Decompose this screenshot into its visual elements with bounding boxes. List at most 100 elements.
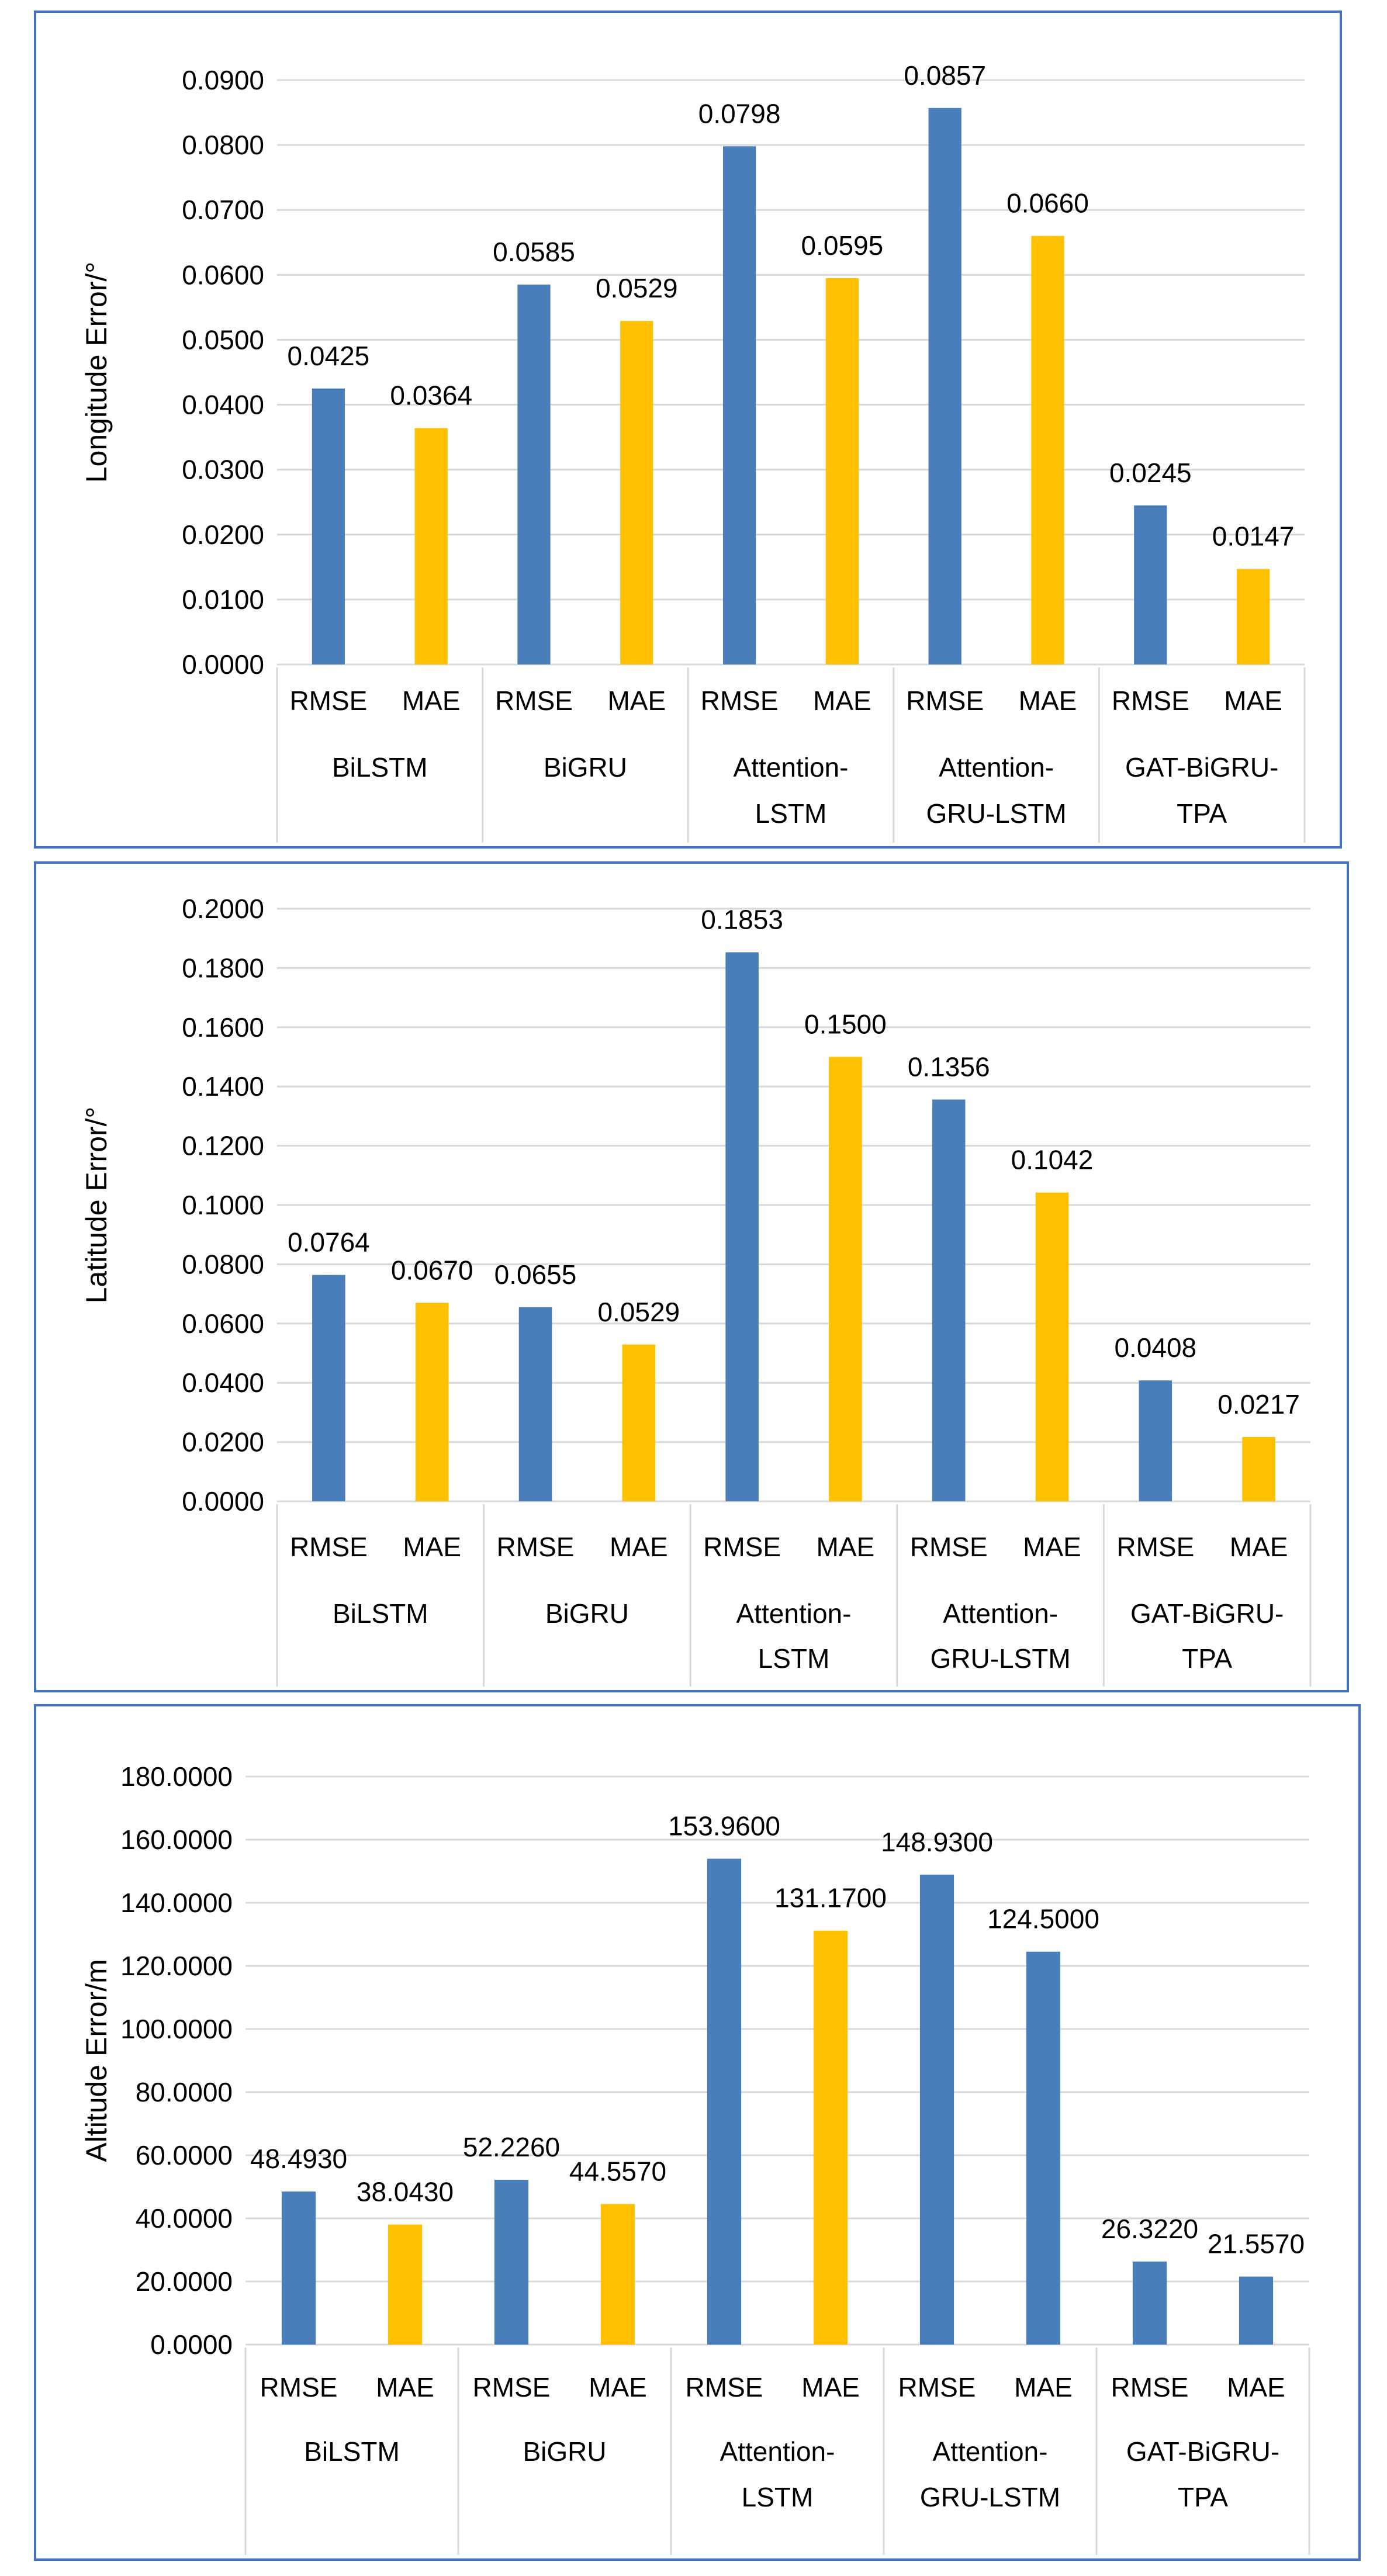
x-tick-metric-label: RMSE <box>473 2372 551 2402</box>
x-tick-metric-label: RMSE <box>260 2372 338 2402</box>
bar-attention-lstm-mae <box>813 1930 848 2345</box>
bar-gat-bigru-tpa-rmse <box>1139 1380 1172 1501</box>
data-label: 153.9600 <box>668 1811 780 1841</box>
x-tick-metric-label: MAE <box>403 1532 461 1562</box>
bar-gat-bigru-tpa-mae <box>1236 569 1270 664</box>
bar-attention-gru-lstm-mae <box>1026 1951 1061 2345</box>
bar-bilstm-mae <box>388 2224 423 2345</box>
x-tick-metric-label: MAE <box>1019 685 1077 716</box>
bar-gat-bigru-tpa-mae <box>1242 1436 1275 1501</box>
y-tick-label: 180.0000 <box>120 1761 233 1792</box>
data-label: 0.0585 <box>493 237 575 267</box>
x-tick-metric-label: RMSE <box>686 2372 763 2402</box>
x-group-label: Attention- <box>736 1598 852 1629</box>
bar-bilstm-mae <box>414 428 448 664</box>
x-group-label: BiGRU <box>523 2436 606 2467</box>
x-group-label: LSTM <box>755 798 827 829</box>
data-label: 0.0857 <box>904 60 986 91</box>
bar-attention-lstm-rmse <box>725 952 759 1501</box>
data-label: 44.5570 <box>569 2156 666 2186</box>
x-tick-metric-label: RMSE <box>1111 2372 1189 2402</box>
x-group-label: GAT-BiGRU- <box>1130 1598 1284 1629</box>
x-group-label: TPA <box>1178 2482 1228 2512</box>
latitude-error-chart: 0.0000 0.0200 0.0400 0.0600 0.0800 0.1000 0.12… <box>80 894 1312 1687</box>
y-tick-label: 0.0600 <box>182 259 264 290</box>
x-group-label: Attention- <box>943 1598 1058 1629</box>
y-tick-label: 0.0400 <box>182 390 264 420</box>
x-tick-metric-label: MAE <box>1230 1532 1288 1562</box>
data-label: 0.0670 <box>391 1255 473 1285</box>
y-tick-label: 0.2000 <box>182 894 264 924</box>
data-label: 0.0425 <box>288 341 370 371</box>
y-tick-label: 0.0500 <box>182 324 264 355</box>
x-group-label: Attention- <box>933 2436 1048 2467</box>
x-tick-metric-label: RMSE <box>497 1532 575 1562</box>
bar-gat-bigru-tpa-rmse <box>1132 2261 1167 2345</box>
bar-gat-bigru-tpa-rmse <box>1134 505 1167 664</box>
y-tick-label: 0.0700 <box>182 195 264 225</box>
y-tick-label: 0.0100 <box>182 584 264 615</box>
bar-attention-gru-lstm-rmse <box>919 1874 954 2345</box>
bar-attention-lstm-mae <box>825 278 859 664</box>
x-tick-metric-label: MAE <box>1023 1532 1081 1562</box>
bar-attention-lstm-mae <box>829 1057 862 1501</box>
y-tick-label: 0.0200 <box>182 520 264 550</box>
x-tick-metric-label: MAE <box>1014 2372 1073 2402</box>
y-tick-label: 0.0900 <box>182 65 264 95</box>
x-tick-metric-label: MAE <box>376 2372 434 2402</box>
x-tick-metric-label: MAE <box>610 1532 668 1562</box>
x-tick-metric-label: RMSE <box>1116 1532 1194 1562</box>
x-group-label: Attention- <box>734 752 849 783</box>
data-label: 0.1356 <box>908 1052 990 1082</box>
y-tick-label: 100.0000 <box>120 2014 233 2044</box>
x-group-label: GRU-LSTM <box>926 798 1066 829</box>
data-label: 0.0655 <box>494 1259 577 1290</box>
y-tick-label: 0.0800 <box>182 1249 264 1279</box>
x-tick-metric-label: MAE <box>801 2372 860 2402</box>
y-tick-label: 0.0000 <box>182 1486 264 1516</box>
y-tick-label: 140.0000 <box>120 1888 233 1918</box>
bar-gat-bigru-tpa-mae <box>1239 2276 1274 2345</box>
bar-bigru-rmse <box>518 1307 552 1501</box>
data-label: 0.0147 <box>1212 521 1295 552</box>
data-label: 0.0595 <box>801 230 884 261</box>
x-tick-metric-label: RMSE <box>290 1532 368 1562</box>
x-tick-metric-label: MAE <box>589 2372 647 2402</box>
x-group-label: BiLSTM <box>304 2436 400 2467</box>
x-tick-metric-label: RMSE <box>495 685 573 716</box>
altitude-error-chart: 0.0000 20.0000 40.0000 60.0000 80.0000 100.00… <box>80 1761 1310 2555</box>
bar-bilstm-rmse <box>312 1275 345 1501</box>
data-label: 0.0408 <box>1114 1332 1196 1363</box>
bar-attention-gru-lstm-mae <box>1035 1192 1069 1501</box>
y-axis-title: Longitude Error/° <box>80 262 113 483</box>
data-label: 0.0364 <box>390 380 472 411</box>
x-group-label: GAT-BiGRU- <box>1126 2436 1279 2467</box>
data-label: 0.0245 <box>1109 458 1192 488</box>
y-tick-label: 0.0000 <box>150 2329 233 2360</box>
data-label: 0.0217 <box>1217 1389 1300 1419</box>
bar-attention-gru-lstm-rmse <box>928 108 961 664</box>
y-tick-label: 0.0200 <box>182 1427 264 1457</box>
bar-bigru-mae <box>620 321 653 664</box>
x-tick-metric-label: RMSE <box>1112 685 1189 716</box>
data-label: 26.3220 <box>1101 2214 1198 2244</box>
longitude-error-chart-panel: 0.0000 0.0100 0.0200 0.0300 0.0400 0.0500 0.06… <box>34 11 1342 849</box>
y-tick-label: 0.0300 <box>182 455 264 485</box>
x-group-label: TPA <box>1177 798 1227 829</box>
y-tick-label: 80.0000 <box>136 2077 233 2107</box>
data-label: 38.0430 <box>357 2177 454 2207</box>
x-tick-metric-label: RMSE <box>898 2372 976 2402</box>
y-tick-label: 120.0000 <box>120 1951 233 1981</box>
x-tick-metric-label: MAE <box>813 685 871 716</box>
x-group-label: TPA <box>1182 1643 1232 1674</box>
x-tick-metric-label: RMSE <box>910 1532 988 1562</box>
x-tick-metric-label: MAE <box>1227 2372 1285 2402</box>
x-tick-metric-label: MAE <box>607 685 666 716</box>
y-tick-label: 0.1000 <box>182 1190 264 1220</box>
x-tick-metric-label: MAE <box>1224 685 1282 716</box>
data-label: 0.0529 <box>597 1297 680 1327</box>
y-tick-label: 0.1600 <box>182 1012 264 1043</box>
data-label: 0.0764 <box>288 1227 370 1258</box>
latitude-error-chart-panel: 0.0000 0.0200 0.0400 0.0600 0.0800 0.1000 0.12… <box>34 861 1349 1692</box>
y-tick-label: 40.0000 <box>136 2203 233 2234</box>
